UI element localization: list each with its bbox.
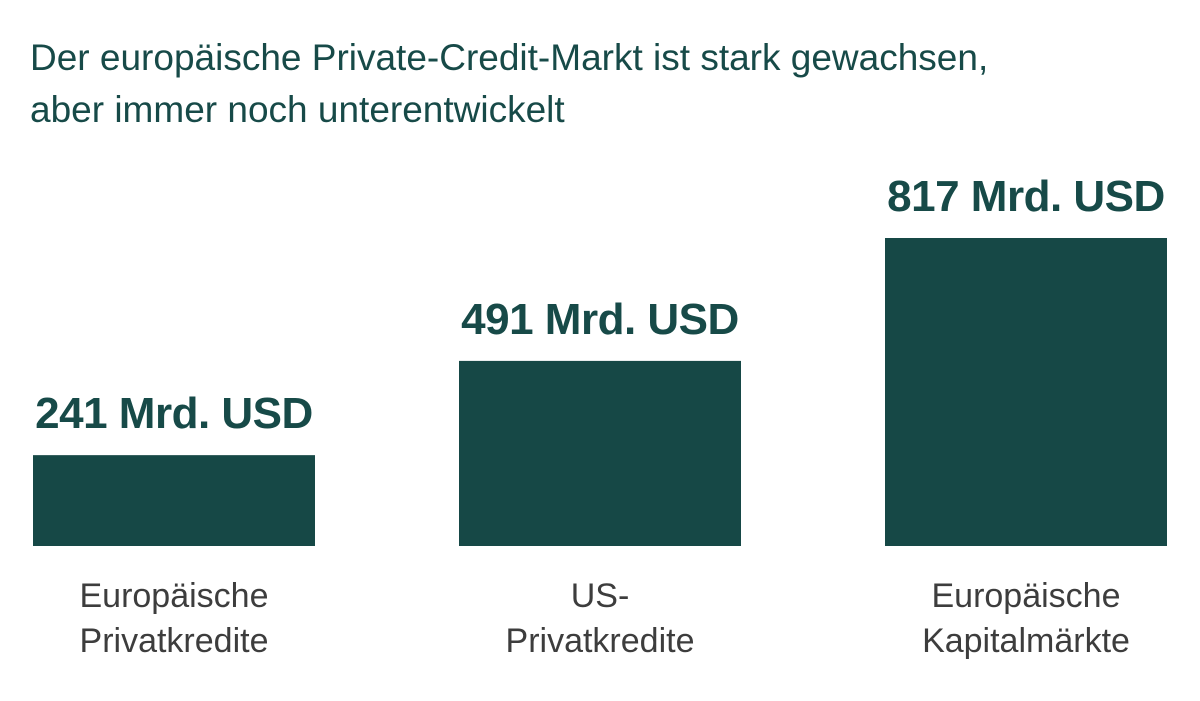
bar-2 bbox=[459, 360, 741, 546]
category-label-3-line-1: Europäische bbox=[931, 577, 1121, 615]
value-label-3: 817 Mrd. USD bbox=[887, 172, 1165, 221]
chart-title: Der europäische Private-Credit-Markt ist… bbox=[30, 32, 1180, 136]
bar-3 bbox=[885, 238, 1167, 546]
category-label-3: Europäische Kapitalmärkte bbox=[865, 574, 1187, 664]
chart-title-line-2: aber immer noch unterentwickelt bbox=[30, 89, 565, 130]
value-label-2: 491 Mrd. USD bbox=[461, 294, 739, 344]
category-label-1-line-1: Europäische bbox=[79, 577, 269, 615]
category-label-3-line-2: Kapitalmärkte bbox=[922, 622, 1130, 660]
category-label-2-line-2: Privatkredite bbox=[505, 622, 695, 660]
chart-title-line-1: Der europäische Private-Credit-Markt ist… bbox=[30, 37, 989, 78]
value-label-1: 241 Mrd. USD bbox=[35, 389, 313, 439]
category-label-1-line-2: Privatkredite bbox=[79, 622, 269, 660]
category-label-2-line-1: US- bbox=[570, 577, 630, 615]
category-label-1: Europäische Privatkredite bbox=[13, 574, 335, 664]
category-label-2: US- Privatkredite bbox=[439, 574, 761, 664]
bar-1 bbox=[33, 455, 315, 546]
